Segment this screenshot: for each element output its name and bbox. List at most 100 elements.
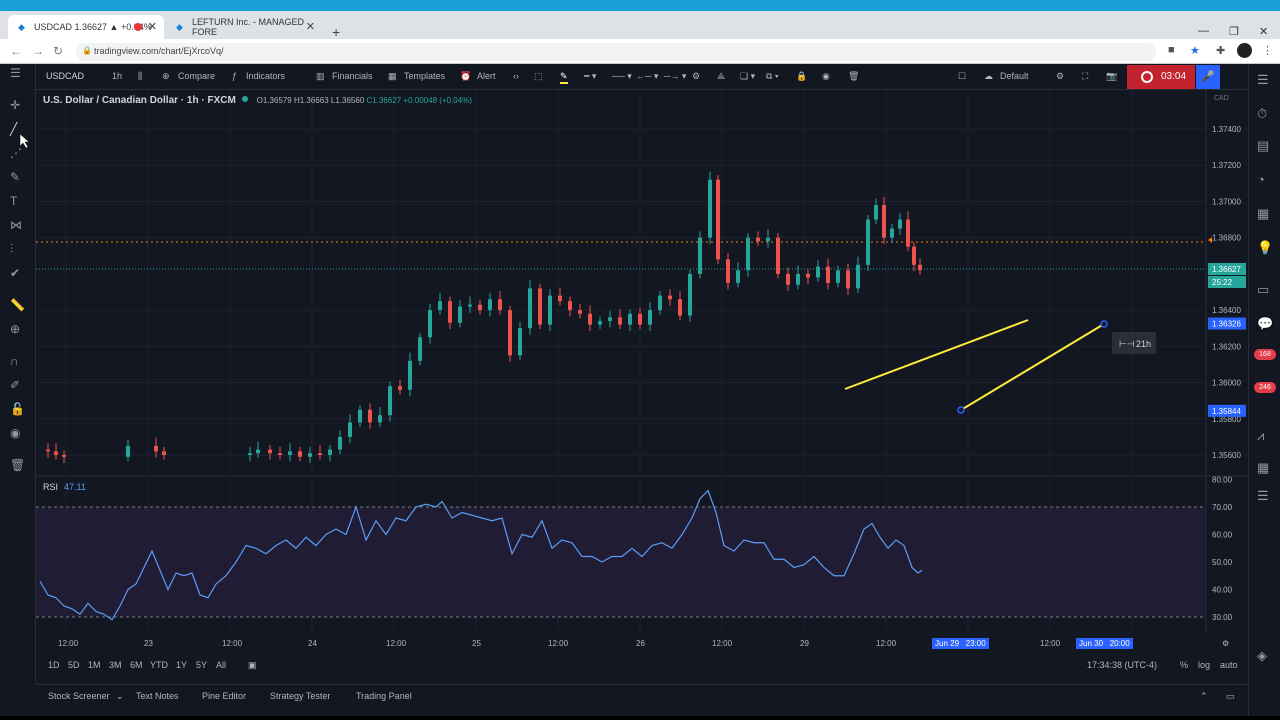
streams-icon[interactable]: ▭ [1257, 282, 1270, 297]
crosshair-icon[interactable]: ✛ [10, 98, 21, 112]
order-panel-icon[interactable]: ▦ [1257, 460, 1270, 475]
layout-button[interactable]: Default [1000, 71, 1029, 81]
url-field[interactable]: 🔒 tradingview.com/chart/EjXrcoVq/ [76, 43, 1156, 61]
line-width-icon[interactable]: ── ▾ [612, 71, 632, 81]
tab-pine-editor[interactable]: Pine Editor [202, 691, 247, 701]
range-1y[interactable]: 1Y [176, 660, 188, 670]
text-icon[interactable]: T [10, 194, 18, 208]
range-1m[interactable]: 1M [88, 660, 101, 670]
forward-icon[interactable]: → [32, 44, 44, 58]
compare-button[interactable]: Compare [178, 71, 216, 81]
percent-scale-toggle[interactable]: % [1180, 660, 1189, 670]
camera-icon[interactable]: ■ [1168, 44, 1175, 56]
hide-icon[interactable]: ◉ [822, 71, 830, 81]
restore-icon[interactable]: ❐ [1229, 26, 1239, 38]
range-1d[interactable]: 1D [48, 660, 60, 670]
compare-icon[interactable]: ⊕ [162, 71, 170, 81]
new-tab-icon[interactable]: + [332, 24, 341, 40]
close-tab-icon[interactable]: ✕ [147, 21, 157, 33]
tab-text-notes[interactable]: Text Notes [136, 691, 179, 701]
reload-icon[interactable]: ↻ [53, 44, 64, 58]
alert-drawing-icon[interactable]: ⟁ [717, 71, 726, 81]
tab-trading-panel[interactable]: Trading Panel [356, 691, 412, 701]
chevron-up-icon[interactable]: ⌃ [1200, 691, 1208, 701]
pencil-lock-icon[interactable]: ✐ [10, 378, 21, 392]
window-close-icon[interactable]: ✕ [1259, 26, 1269, 38]
line-start-icon[interactable]: ←─ ▾ [636, 71, 659, 81]
ideas-icon[interactable]: 💡 [1257, 240, 1274, 255]
select-icon[interactable]: ⬚ [534, 71, 543, 81]
checkmark-icon[interactable]: ✔ [10, 266, 21, 280]
collapse-icon[interactable]: ‹› [513, 71, 519, 81]
line-end-icon[interactable]: ─→ ▾ [664, 71, 687, 81]
cloud-icon[interactable]: ☁ [984, 71, 993, 81]
fullscreen-icon[interactable]: ⛶ [1082, 71, 1089, 81]
fib-icon[interactable]: ⋰ [10, 146, 22, 160]
indicators-button[interactable]: Indicators [246, 71, 286, 81]
menu-icon[interactable]: ☰ [10, 66, 21, 80]
avatar[interactable] [1237, 43, 1252, 58]
lock-drawing-icon[interactable]: 🔒 [796, 71, 808, 81]
templates-button[interactable]: Templates [404, 71, 446, 81]
fullscreen-box-icon[interactable]: ☐ [958, 71, 967, 81]
dom-icon[interactable]: ☰ [1257, 488, 1269, 503]
trash-icon[interactable]: 🗑 [848, 71, 860, 81]
drawings[interactable]: ⊢⊣ 21h [19, 133, 1156, 414]
maximize-panel-icon[interactable]: ▭ [1226, 691, 1235, 701]
line-style-icon[interactable]: ━ ▾ [584, 71, 597, 81]
indicators-icon[interactable]: ƒ [232, 71, 238, 81]
tab-stock-screener[interactable]: Stock Screener [48, 691, 110, 701]
alert-icon[interactable]: ⏰ [460, 71, 472, 81]
alerts-clock-icon[interactable]: ⏱ [1257, 106, 1268, 121]
eye-icon[interactable]: ◉ [10, 426, 21, 440]
range-all[interactable]: All [216, 660, 227, 670]
range-3m[interactable]: 3M [109, 660, 122, 670]
chart-settings-icon[interactable]: ⚙ [1056, 71, 1065, 81]
snapshot-icon[interactable]: 📷 [1106, 71, 1118, 81]
alert-button[interactable]: Alert [477, 71, 496, 81]
menu-icon[interactable]: ⋮ [1262, 45, 1273, 57]
data-window-icon[interactable]: ▤ [1257, 138, 1270, 153]
trash-icon[interactable]: 🗑 [10, 458, 26, 472]
visual-order-icon[interactable]: ❏ ▾ [740, 71, 756, 81]
tab-lefturn[interactable]: ◆ LEFTURN Inc. - MANAGED FORE ✕ [166, 15, 322, 39]
trend-line-icon[interactable]: ╱ [10, 122, 18, 136]
pen-color-icon[interactable]: ✎ [560, 71, 568, 84]
range-5d[interactable]: 5D [68, 660, 80, 670]
microphone-button[interactable]: 🎤 [1196, 65, 1220, 89]
brush-icon[interactable]: ✎ [10, 170, 21, 184]
axis-settings-icon[interactable]: ⚙ [1222, 639, 1230, 648]
signal-icon[interactable]: ⩘ [1257, 428, 1265, 443]
range-6m[interactable]: 6M [130, 660, 143, 670]
chart-canvas[interactable]: 1.37400 1.37200 1.37000 1.36800 1.36400 1.362… [0, 64, 1280, 716]
symbol-search-button[interactable]: USDCAD [46, 71, 85, 81]
magnet-icon[interactable]: ∩ [10, 354, 19, 368]
ruler-icon[interactable]: 📏 [10, 298, 25, 312]
calendar-icon[interactable]: ▦ [1257, 206, 1270, 221]
stop-recording-button[interactable]: 03:04 [1127, 65, 1195, 89]
clone-icon[interactable]: ⧉ ▾ [766, 71, 779, 81]
chart-type-icon[interactable]: ⫼ [138, 71, 143, 81]
bookmark-star-icon[interactable]: ★ [1190, 45, 1200, 57]
go-to-date-icon[interactable]: ▣ [248, 660, 257, 670]
clock[interactable]: 17:34:38 (UTC-4) [1087, 660, 1158, 670]
interval-button[interactable]: 1h [112, 71, 123, 81]
range-5y[interactable]: 5Y [196, 660, 208, 670]
tab-usdcad[interactable]: ◆ USDCAD 1.36627 ▲ +0.04% ✕ [8, 15, 164, 39]
financials-button[interactable]: Financials [332, 71, 373, 81]
close-tab-icon[interactable]: ✕ [305, 21, 315, 33]
watchlist-icon[interactable]: ☰ [1257, 72, 1269, 87]
templates-icon[interactable]: ▦ [388, 71, 397, 81]
extensions-icon[interactable]: ✚ [1216, 45, 1226, 57]
settings-gear-icon[interactable]: ⚙ [692, 71, 701, 81]
pattern-icon[interactable]: ⋈ [10, 218, 22, 232]
auto-scale-toggle[interactable]: auto [1220, 660, 1238, 670]
log-scale-toggle[interactable]: log [1198, 660, 1211, 670]
financials-icon[interactable]: ▥ [316, 71, 325, 81]
zoom-icon[interactable]: ⊕ [10, 322, 21, 336]
minimize-icon[interactable]: — [1198, 25, 1209, 37]
hotlists-icon[interactable]: ◔ [1257, 172, 1265, 187]
lock-all-icon[interactable]: 🔓 [10, 402, 25, 416]
back-icon[interactable]: ← [10, 44, 22, 58]
chat-icon[interactable]: 💬 [1257, 316, 1274, 331]
